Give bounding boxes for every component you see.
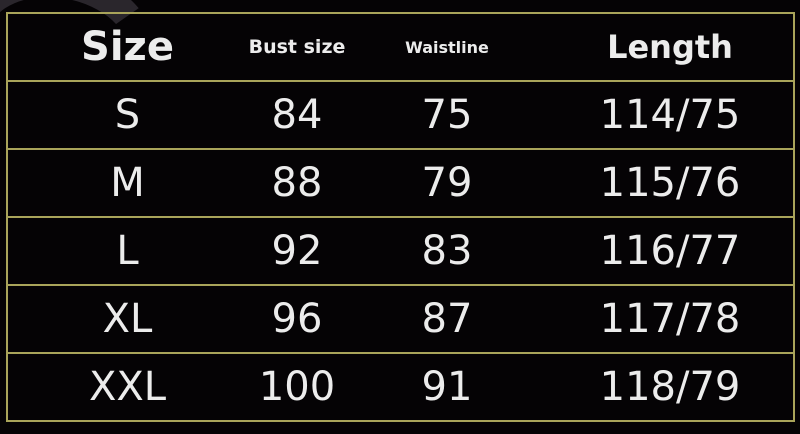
cell-length: 117/78: [547, 284, 794, 354]
table-row: M 88 79 115/76: [7, 148, 794, 218]
cell-bust: 84: [247, 80, 347, 150]
cell-size: M: [7, 148, 247, 218]
size-chart-table: Size Bust size Waistline Length S 84 75 114…: [6, 12, 795, 422]
cell-bust: 92: [247, 216, 347, 286]
table-row: XL 96 87 117/78: [7, 284, 794, 354]
header-size: Size: [7, 12, 247, 82]
cell-waistline: 75: [347, 80, 547, 150]
cell-size: XXL: [7, 352, 247, 422]
cell-size: XL: [7, 284, 247, 354]
table-row: XXL 100 91 118/79: [7, 352, 794, 422]
cell-waistline: 83: [347, 216, 547, 286]
cell-length: 114/75: [547, 80, 794, 150]
header-length: Length: [547, 12, 794, 82]
cell-length: 116/77: [547, 216, 794, 286]
cell-waistline: 87: [347, 284, 547, 354]
table-row: L 92 83 116/77: [7, 216, 794, 286]
cell-bust: 88: [247, 148, 347, 218]
header-bust: Bust size: [247, 12, 347, 82]
cell-length: 115/76: [547, 148, 794, 218]
table-row: S 84 75 114/75: [7, 80, 794, 150]
cell-bust: 100: [247, 352, 347, 422]
header-waistline: Waistline: [347, 12, 547, 82]
cell-length: 118/79: [547, 352, 794, 422]
cell-waistline: 79: [347, 148, 547, 218]
cell-waistline: 91: [347, 352, 547, 422]
cell-size: S: [7, 80, 247, 150]
cell-bust: 96: [247, 284, 347, 354]
header-row: Size Bust size Waistline Length: [7, 12, 794, 82]
cell-size: L: [7, 216, 247, 286]
